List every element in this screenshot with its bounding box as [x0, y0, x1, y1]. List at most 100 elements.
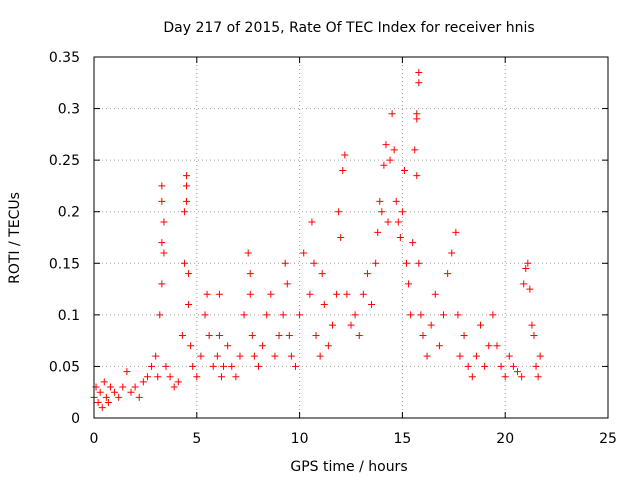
data-point	[170, 383, 178, 391]
data-point	[306, 290, 314, 298]
data-point	[489, 311, 497, 319]
data-point	[183, 172, 191, 180]
data-point	[419, 331, 427, 339]
data-point	[394, 218, 402, 226]
data-point	[244, 249, 252, 257]
data-point	[328, 321, 336, 329]
x-axis-label: GPS time / hours	[290, 459, 407, 475]
data-point	[183, 197, 191, 205]
x-tick-label: 25	[599, 431, 617, 447]
axis-ticks: 0 5 10 15 20 25 0 0.05 0.1 0.15 0.2 0.25 0.3 0.35	[49, 50, 617, 447]
data-point	[236, 352, 244, 360]
data-point	[528, 321, 536, 329]
data-point	[320, 301, 328, 309]
data-point	[363, 270, 371, 278]
data-point	[392, 197, 400, 205]
y-tick-label: 0.1	[58, 308, 80, 324]
x-tick-label: 5	[192, 431, 201, 447]
data-point	[98, 404, 106, 412]
data-point	[378, 208, 386, 216]
data-point	[456, 352, 464, 360]
data-point	[178, 331, 186, 339]
data-point	[94, 399, 102, 407]
data-point	[100, 378, 108, 386]
data-point	[139, 378, 147, 386]
data-point	[388, 110, 396, 118]
data-point	[341, 151, 349, 159]
data-point	[220, 362, 228, 370]
data-point	[524, 259, 532, 267]
data-point	[102, 393, 110, 401]
data-point	[468, 373, 476, 381]
data-point	[435, 342, 443, 350]
data-point	[318, 270, 326, 278]
data-point	[283, 280, 291, 288]
data-point	[310, 259, 318, 267]
data-point	[335, 208, 343, 216]
data-point	[215, 331, 223, 339]
data-point	[185, 270, 193, 278]
data-point	[217, 373, 225, 381]
data-point	[201, 311, 209, 319]
data-point	[152, 352, 160, 360]
data-point	[501, 373, 509, 381]
data-point	[180, 259, 188, 267]
data-point	[148, 362, 156, 370]
data-point	[263, 311, 271, 319]
data-point	[174, 378, 182, 386]
data-point	[224, 342, 232, 350]
x-tick-label: 15	[393, 431, 411, 447]
y-tick-label: 0.25	[49, 153, 80, 169]
data-point	[518, 373, 526, 381]
data-point	[143, 373, 151, 381]
data-point	[386, 156, 394, 164]
data-point	[477, 321, 485, 329]
data-point	[281, 259, 289, 267]
data-point	[390, 146, 398, 154]
data-point	[160, 249, 168, 257]
data-point	[454, 311, 462, 319]
data-point	[472, 352, 480, 360]
plot-frame	[93, 56, 609, 419]
data-point	[162, 362, 170, 370]
data-point	[534, 373, 542, 381]
data-point	[104, 399, 112, 407]
data-points	[90, 68, 544, 412]
y-tick-label: 0.3	[58, 102, 80, 118]
x-tick-label: 10	[291, 431, 309, 447]
data-point	[431, 290, 439, 298]
data-point	[409, 239, 417, 247]
data-point	[532, 362, 540, 370]
data-point	[407, 311, 415, 319]
data-point	[460, 331, 468, 339]
data-point	[485, 342, 493, 350]
data-point	[413, 110, 421, 118]
data-point	[493, 342, 501, 350]
data-point	[246, 270, 254, 278]
data-point	[248, 331, 256, 339]
data-point	[232, 373, 240, 381]
data-point	[413, 172, 421, 180]
y-axis-label: ROTI / TECUs	[7, 192, 23, 284]
data-point	[119, 383, 127, 391]
data-point	[287, 352, 295, 360]
data-point	[374, 228, 382, 236]
data-point	[193, 373, 201, 381]
data-point	[106, 383, 114, 391]
data-point	[158, 197, 166, 205]
data-point	[215, 290, 223, 298]
data-point	[316, 352, 324, 360]
data-point	[279, 311, 287, 319]
data-point	[189, 362, 197, 370]
data-point	[135, 393, 143, 401]
data-point	[448, 249, 456, 257]
data-point	[197, 352, 205, 360]
data-point	[384, 218, 392, 226]
y-tick-label: 0.15	[49, 256, 80, 272]
data-point	[415, 68, 423, 76]
data-point	[308, 218, 316, 226]
data-point	[183, 182, 191, 190]
data-point	[158, 182, 166, 190]
